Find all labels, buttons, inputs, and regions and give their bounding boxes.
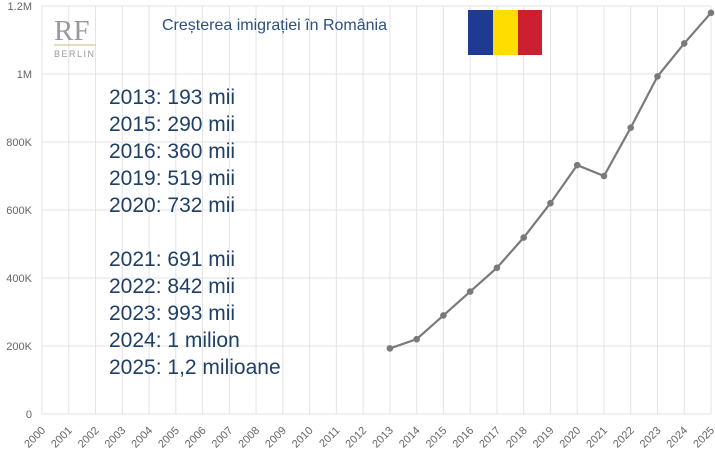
x-tick-label: 2004 <box>129 425 155 451</box>
y-tick-label: 1M <box>17 69 32 81</box>
x-tick-label: 2016 <box>450 425 476 451</box>
romania-flag <box>468 10 542 55</box>
x-tick-label: 2006 <box>183 425 209 451</box>
data-point <box>386 345 394 352</box>
annotation-line: 2020: 732 mii <box>109 194 235 217</box>
x-tick-label: 2008 <box>236 425 262 451</box>
x-tick-label: 2011 <box>317 425 342 450</box>
x-tick-label: 2021 <box>584 425 610 451</box>
flag-stripe-red <box>518 10 542 55</box>
x-tick-label: 2003 <box>103 425 129 451</box>
data-point <box>466 288 474 295</box>
x-tick-label: 2010 <box>290 425 316 451</box>
flag-stripe-yellow <box>493 10 518 55</box>
data-point <box>520 234 527 241</box>
x-tick-label: 2018 <box>504 425 530 451</box>
x-tick-label: 2023 <box>638 425 664 451</box>
data-point <box>627 124 635 132</box>
data-point <box>413 335 420 343</box>
y-tick-label: 400K <box>6 273 32 285</box>
y-tick-label: 800K <box>6 137 32 149</box>
data-point <box>654 73 661 80</box>
x-tick-label: 2013 <box>370 425 396 451</box>
data-point <box>440 312 447 319</box>
x-tick-label: 2012 <box>343 425 369 451</box>
data-point <box>547 199 554 207</box>
annotation-line: 2024: 1 milion <box>109 329 240 352</box>
horizontal-gridlines <box>42 5 711 415</box>
flag-stripe-blue <box>468 10 493 55</box>
annotation-line: 2016: 360 mii <box>109 140 235 163</box>
x-tick-label: 2022 <box>611 425 637 451</box>
x-tick-label: 2017 <box>477 425 503 451</box>
x-tick-label: 2009 <box>263 425 289 451</box>
y-axis-ticks: 0 200K 400K 600K 800K 1M 1.2M <box>6 1 32 421</box>
y-tick-label: 600K <box>6 205 32 217</box>
x-tick-label: 2014 <box>397 425 423 451</box>
data-point <box>493 264 501 272</box>
data-point <box>707 9 715 17</box>
data-point <box>573 161 581 169</box>
y-tick-label: 1.2M <box>8 1 32 13</box>
annotation-list: 2013: 193 mii 2015: 290 mii 2016: 360 mii 2… <box>109 86 281 379</box>
x-tick-label: 2001 <box>49 425 75 451</box>
x-tick-label: 2019 <box>531 425 557 451</box>
x-tick-label: 2024 <box>665 425 691 451</box>
x-tick-label: 2002 <box>76 425 102 451</box>
annotation-line: 2025: 1,2 milioane <box>109 356 281 379</box>
data-points <box>386 9 715 352</box>
x-tick-label: 2007 <box>210 425 236 451</box>
annotation-line: 2022: 842 mii <box>109 275 235 298</box>
chart-title: Creșterea imigrației în România <box>162 17 387 34</box>
y-tick-label: 200K <box>6 341 32 353</box>
annotation-line: 2023: 993 mii <box>109 302 235 325</box>
logo-sub-text: BERLIN <box>54 49 96 59</box>
x-tick-label: 2005 <box>156 425 182 451</box>
x-axis-ticks: 2000 2001 2002 2003 2004 2005 2006 2007 2008 2009… <box>22 425 715 451</box>
annotation-line: 2021: 691 mii <box>109 248 235 271</box>
annotation-line: 2019: 519 mii <box>109 167 235 190</box>
x-tick-label: 2020 <box>558 425 584 451</box>
logo-main-text: RF <box>54 15 89 47</box>
x-tick-label: 2025 <box>691 425 715 451</box>
x-tick-label: 2015 <box>424 425 450 451</box>
y-tick-label: 0 <box>26 409 32 421</box>
x-tick-label: 2000 <box>22 425 48 451</box>
data-point <box>680 40 688 47</box>
data-point <box>600 172 608 180</box>
rf-berlin-logo: RF BERLIN <box>54 15 96 59</box>
annotation-line: 2015: 290 mii <box>109 113 235 136</box>
annotation-line: 2013: 193 mii <box>109 86 235 109</box>
